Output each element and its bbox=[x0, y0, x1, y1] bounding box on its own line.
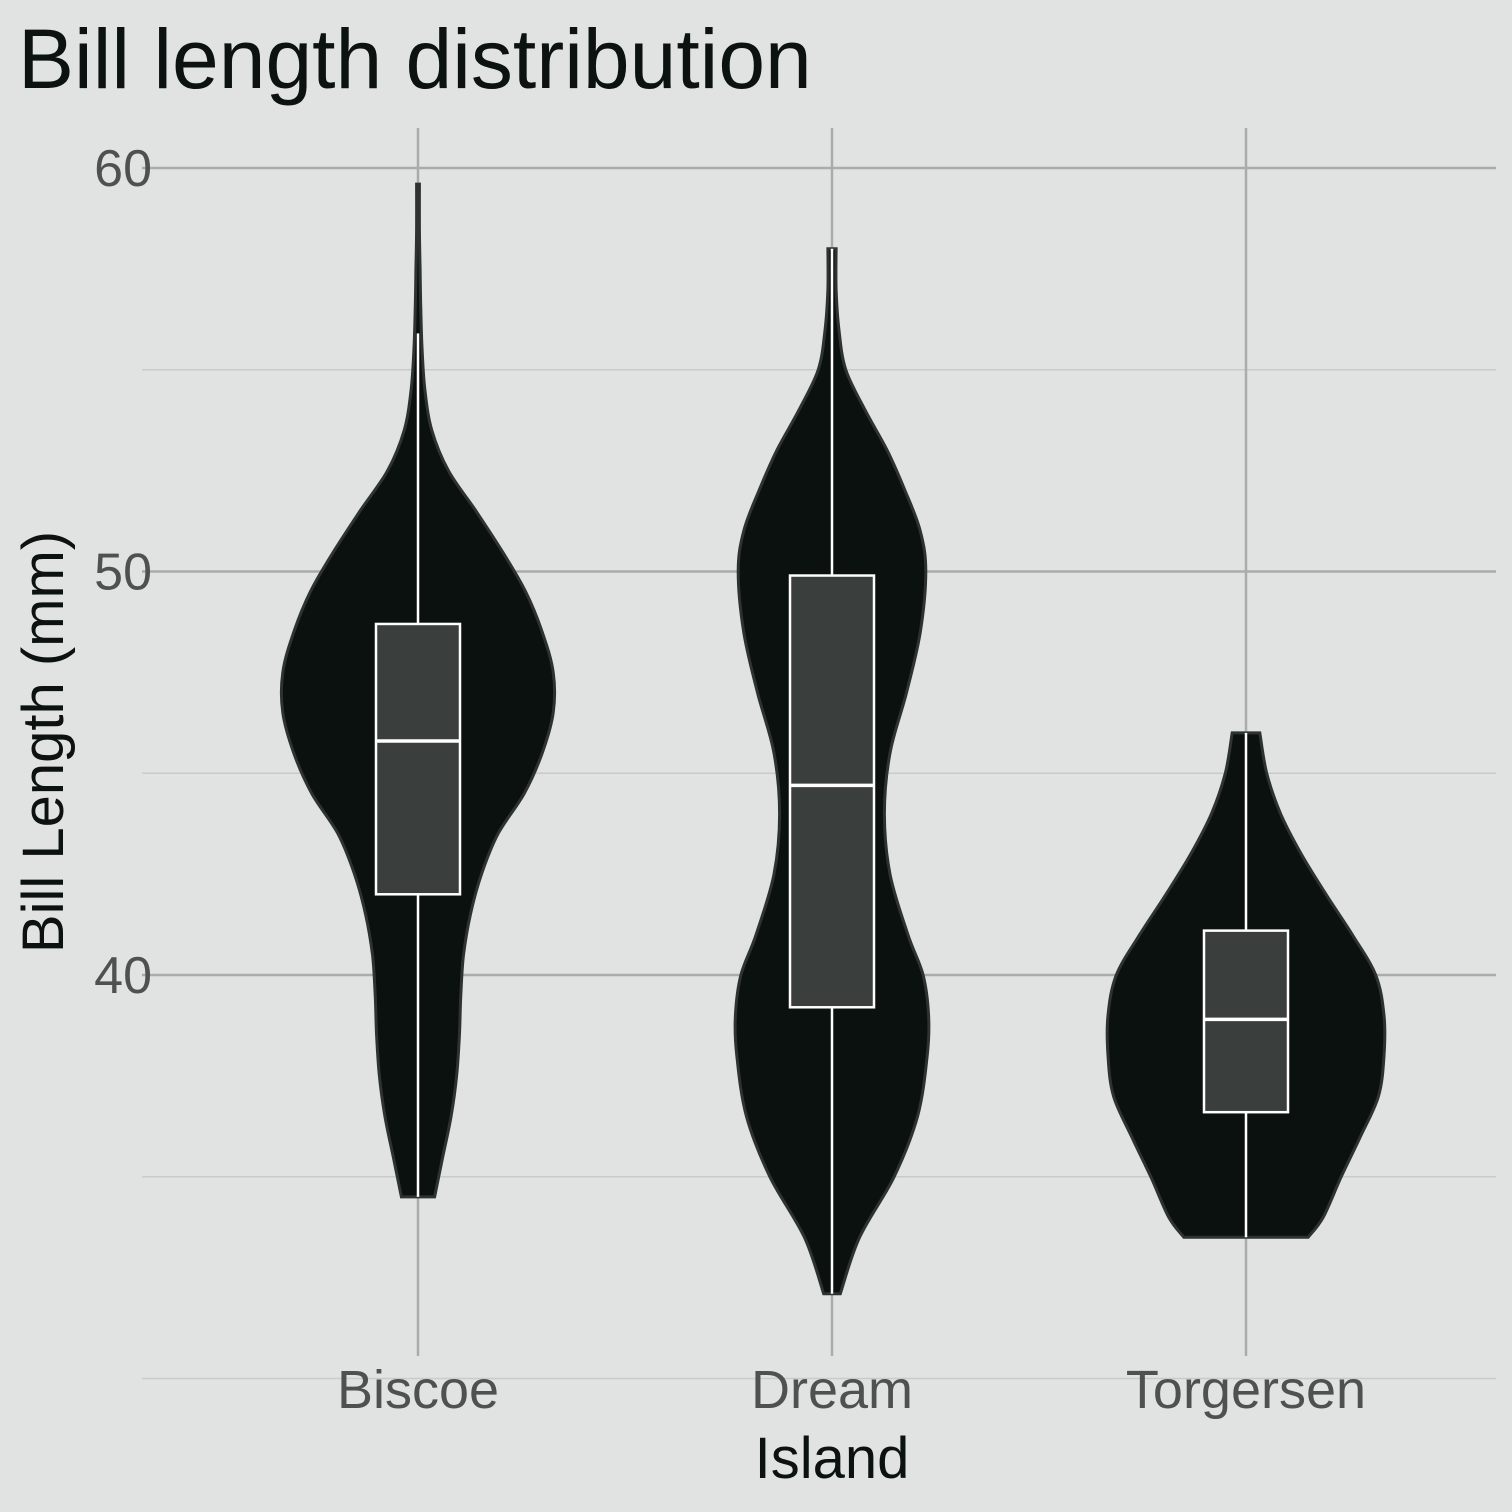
x-ticks: Biscoe Dream Torgersen bbox=[337, 1360, 1366, 1420]
violin-torgersen bbox=[1105, 731, 1387, 1239]
chart-title: Bill length distribution bbox=[18, 12, 812, 106]
y-tick-label: 40 bbox=[94, 947, 152, 1005]
y-ticks: 40 50 60 bbox=[94, 140, 152, 1005]
iqr-box bbox=[374, 622, 462, 896]
violin-biscoe bbox=[279, 182, 557, 1199]
violins bbox=[279, 182, 1387, 1296]
iqr-box bbox=[1202, 929, 1290, 1114]
iqr-box bbox=[788, 574, 876, 1009]
y-axis-label: Bill Length (mm) bbox=[11, 531, 76, 953]
x-tick-label: Biscoe bbox=[337, 1360, 499, 1420]
violin-dream bbox=[733, 247, 931, 1296]
x-axis-label: Island bbox=[755, 1426, 910, 1491]
y-tick-label: 60 bbox=[94, 140, 152, 198]
x-tick-label: Torgersen bbox=[1126, 1360, 1366, 1420]
y-tick-label: 50 bbox=[94, 544, 152, 602]
x-tick-label: Dream bbox=[751, 1360, 913, 1420]
